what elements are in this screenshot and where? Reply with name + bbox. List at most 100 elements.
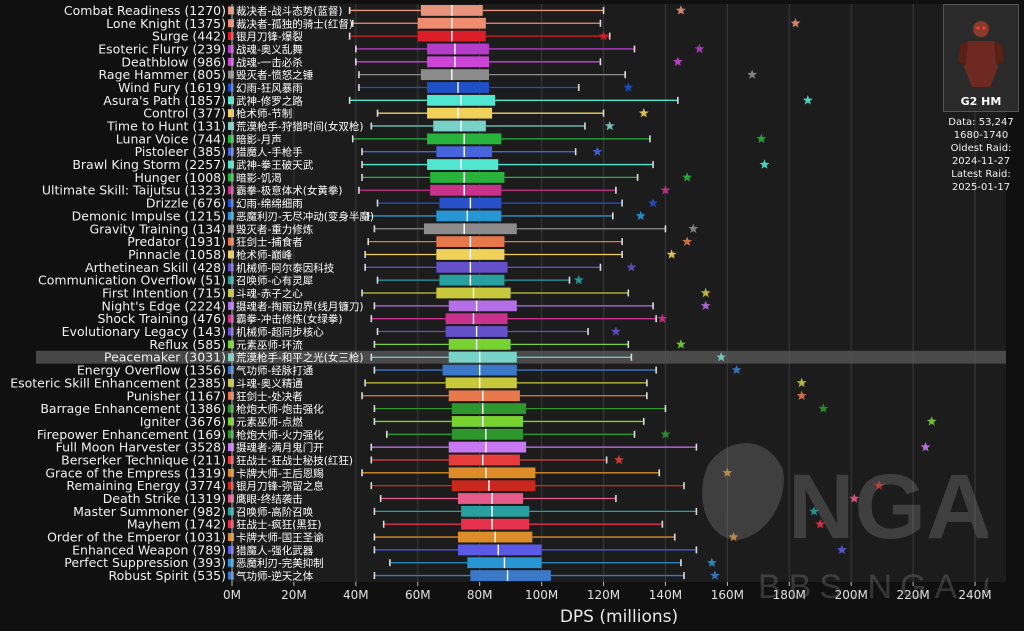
row-chinese-label: 武神-修罗之路 xyxy=(236,94,303,107)
row-label: Ultimate Skill: Taijutsu (1323) xyxy=(42,183,226,198)
class-swatch xyxy=(228,57,234,66)
row-chinese-label: 气功师-逆天之体 xyxy=(236,570,314,583)
row-chinese-label: 裁决者-战斗态势(蓝督) xyxy=(236,4,342,17)
boss-figure-icon xyxy=(956,15,1006,87)
row-barrage-enhancement: Barrage Enhancement (1386) 枪炮大师-炮击强化 xyxy=(40,401,829,416)
row-chinese-label: 召唤师-心有灵犀 xyxy=(236,274,313,287)
class-swatch xyxy=(228,327,234,336)
class-swatch xyxy=(228,340,234,349)
max-star-marker xyxy=(731,364,742,375)
row-full-moon-harvester: Full Moon Harvester (3528) 摄魂者-满月鬼门开 xyxy=(56,440,931,455)
row-robust-spirit: Robust Spirit (535) 气功师-逆天之体 xyxy=(109,568,720,583)
class-swatch xyxy=(228,173,234,182)
class-swatch xyxy=(228,443,234,452)
class-swatch xyxy=(228,199,234,208)
boss-label: G2 HM xyxy=(960,95,1002,108)
row-label: Energy Overflow (1356) xyxy=(77,363,226,378)
row-lone-knight: Lone Knight (1375) 裁决者-孤独的骑士(红督) xyxy=(106,16,801,31)
max-star-marker xyxy=(759,159,770,169)
row-evolutionary-legacy: Evolutionary Legacy (143) 机械师-超同步核心 xyxy=(62,324,621,339)
row-label: Combat Readiness (1270) xyxy=(64,3,226,18)
class-swatch xyxy=(228,160,234,169)
iqr-box xyxy=(448,300,517,312)
row-label: Night's Edge (2224) xyxy=(102,298,227,313)
class-swatch xyxy=(228,391,234,400)
row-label: Perfect Suppression (393) xyxy=(64,555,226,570)
iqr-box xyxy=(427,159,499,170)
max-star-marker xyxy=(747,69,758,79)
row-chinese-label: 斗魂-赤子之心 xyxy=(236,287,303,300)
class-swatch xyxy=(228,378,234,387)
row-chinese-label: 元素巫师-点燃 xyxy=(236,415,303,428)
row-chinese-label: 猎魔人-手枪手 xyxy=(236,146,303,159)
max-star-marker xyxy=(604,120,615,131)
row-label: Pinnacle (1058) xyxy=(128,247,226,262)
row-reflux: Reflux (585) 元素巫师-环流 xyxy=(149,337,686,352)
iqr-box xyxy=(445,377,517,389)
row-label: Remaining Energy (3774) xyxy=(66,478,226,493)
class-swatch xyxy=(228,224,234,233)
row-chinese-label: 暗影-月声 xyxy=(236,133,282,146)
row-time-to-hunt: Time to Hunt (131) 荒漠枪手-狩猎时间(女双枪) xyxy=(106,119,615,134)
row-night-s-edge: Night's Edge (2224) 摄魂者-掏丽边界(线月镰刀) xyxy=(102,298,711,313)
class-swatch xyxy=(228,314,234,323)
class-swatch xyxy=(228,417,234,426)
iqr-box xyxy=(439,274,505,286)
row-surge: Surge (442) 银月刀锋-爆裂 xyxy=(152,29,611,44)
oldest-raid-title: Oldest Raid: xyxy=(950,143,1012,154)
iqr-box xyxy=(448,351,517,363)
iqr-box xyxy=(451,480,536,492)
x-tick-label: 240M xyxy=(958,588,991,602)
paw-logo-icon xyxy=(702,443,784,540)
row-label: Order of the Emperor (1031) xyxy=(47,530,226,545)
row-shock-training: Shock Training (476) 霸拳-冲击修炼(女绿拳) xyxy=(98,311,668,326)
row-label: Control (377) xyxy=(143,106,226,121)
class-swatch xyxy=(228,83,234,92)
class-swatch xyxy=(228,6,234,15)
max-star-marker xyxy=(790,18,801,28)
row-label: Time to Hunt (131) xyxy=(106,119,226,134)
max-star-marker xyxy=(694,43,705,54)
row-chinese-label: 枪术师-巅峰 xyxy=(236,248,293,261)
max-star-marker xyxy=(815,519,826,529)
iqr-box xyxy=(451,403,527,414)
item-level-range: 1680-1740 xyxy=(953,130,1009,141)
watermark-logo-text: NGA xyxy=(788,456,988,558)
row-label: Pistoleer (385) xyxy=(135,144,226,159)
class-swatch xyxy=(228,507,234,516)
iqr-box xyxy=(430,172,505,183)
class-swatch xyxy=(228,289,234,297)
oldest-raid-date: 2024-11-27 xyxy=(951,156,1011,167)
max-star-marker xyxy=(700,287,711,298)
iqr-box xyxy=(423,223,517,235)
class-swatch xyxy=(228,494,234,503)
row-label: Drizzle (676) xyxy=(146,196,226,211)
x-axis-label: DPS (millions) xyxy=(560,607,678,627)
iqr-box xyxy=(448,441,527,453)
row-chinese-label: 霸拳-极意体术(女黄拳) xyxy=(236,184,342,197)
row-perfect-suppression: Perfect Suppression (393) 恶魔利刃-完美抑制 xyxy=(64,555,717,570)
max-star-marker xyxy=(926,416,937,426)
row-arthetinean-skill: Arthetinean Skill (428) 机械师-阿尔泰因科技 xyxy=(85,260,637,275)
row-chinese-label: 幻雨-狂风暴雨 xyxy=(236,81,303,94)
class-swatch xyxy=(228,545,234,554)
max-star-marker xyxy=(598,30,609,41)
row-label: Lone Knight (1375) xyxy=(106,16,226,31)
row-chinese-label: 卡牌大师-王后恩赐 xyxy=(236,467,324,480)
row-label: Berserker Technique (211) xyxy=(61,452,226,467)
iqr-box xyxy=(445,313,508,325)
class-swatch xyxy=(228,32,234,41)
class-swatch xyxy=(228,404,234,413)
iqr-box xyxy=(427,56,489,68)
max-star-marker xyxy=(592,146,603,156)
row-predator: Predator (1931) 狂剑士-捕食者 xyxy=(127,234,693,249)
row-label: Surge (442) xyxy=(152,29,226,44)
class-swatch xyxy=(228,366,234,375)
row-label: Esoteric Skill Enhancement (2385) xyxy=(10,375,226,390)
row-label: First Intention (715) xyxy=(102,286,226,301)
row-label: Peacemaker (3031) xyxy=(104,350,226,365)
row-chinese-label: 荒漠枪手-和平之光(女三枪) xyxy=(236,351,363,364)
row-control: Control (377) 枪术师-节制 xyxy=(143,106,649,121)
row-chinese-label: 枪炮大师-炮击强化 xyxy=(236,403,324,416)
